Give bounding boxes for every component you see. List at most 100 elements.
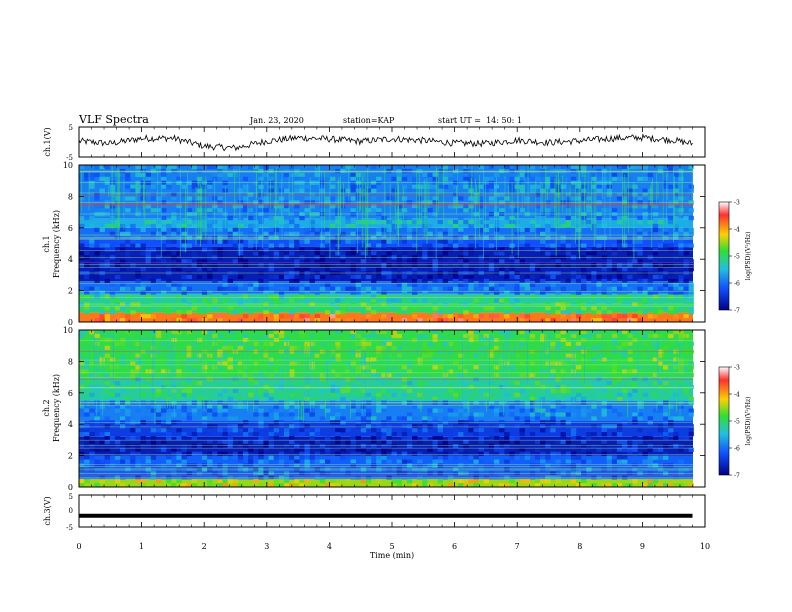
- spectrogram-cell: [335, 353, 341, 358]
- spectrogram-cell: [135, 341, 141, 346]
- spectrogram-cell: [350, 290, 356, 295]
- spectrogram-cell: [381, 369, 387, 374]
- spectrogram-cell: [299, 451, 305, 456]
- spectrogram-cell: [519, 479, 525, 484]
- spectrogram-cell: [463, 176, 469, 181]
- spectrogram-cell: [79, 451, 85, 456]
- spectrogram-cell: [79, 455, 85, 460]
- spectrogram-cell: [509, 365, 515, 370]
- spectrogram-cell: [673, 369, 679, 374]
- spectrogram-cell: [309, 192, 315, 197]
- spectrogram-cell: [79, 483, 85, 488]
- spectrogram-cell: [427, 251, 433, 256]
- spectrogram-cell: [84, 216, 90, 221]
- spectrogram-cell: [370, 373, 377, 378]
- spectrogram-cell: [427, 223, 433, 229]
- spectrogram-cell: [493, 412, 500, 417]
- spectrogram-cell: [493, 251, 500, 256]
- spectrogram-cell: [258, 467, 264, 472]
- spectrogram-cell: [540, 318, 546, 323]
- spectrogram-cell: [191, 223, 198, 229]
- spectrogram-cell: [160, 341, 167, 346]
- ch3-waveform-ylabel: ch.3(V): [43, 496, 52, 525]
- spectrogram-cell: [514, 447, 520, 452]
- spectrogram-cell: [176, 282, 182, 287]
- spectrogram-cell: [171, 227, 177, 233]
- spectrogram-cell: [668, 247, 674, 252]
- spectrogram-cell: [642, 353, 648, 358]
- spectrogram-cell: [411, 204, 418, 209]
- spectrogram-cell: [222, 483, 228, 488]
- spectrogram-cell: [534, 192, 541, 197]
- spectrogram-cell: [201, 290, 208, 295]
- ch3-ytick-top: 5: [69, 493, 73, 501]
- spectrogram-cell: [673, 483, 679, 488]
- spectrogram-cell: [191, 479, 198, 484]
- spectrogram-cell: [109, 290, 116, 295]
- spectrogram-cell: [473, 455, 479, 460]
- spectrogram-cell: [309, 408, 315, 413]
- spectrogram-cell: [268, 290, 274, 295]
- spectrogram-cell: [632, 388, 638, 394]
- spectrogram-cell: [647, 365, 654, 370]
- spectrogram-cell: [222, 306, 228, 311]
- spectrogram-cell: [596, 180, 602, 185]
- spectrogram-cell: [181, 467, 187, 472]
- spectrogram-cell: [642, 333, 648, 339]
- spectrogram-cell: [606, 447, 613, 452]
- spectrogram-cell: [150, 231, 157, 236]
- spectrogram-cell: [340, 388, 346, 394]
- spectrogram-cell: [668, 216, 674, 221]
- spectrogram-cell: [524, 404, 531, 409]
- spectrogram-cell: [488, 263, 495, 268]
- spectrogram-cell: [591, 263, 597, 268]
- spectrogram-cell: [411, 416, 418, 421]
- spectrogram-cell: [360, 416, 367, 421]
- spectrogram-cell: [575, 455, 582, 460]
- spectrogram-cell: [422, 298, 428, 303]
- spectrogram-cell: [622, 455, 628, 460]
- spectrogram-cell: [104, 447, 111, 452]
- spectrogram-cell: [606, 274, 613, 280]
- spectrogram-cell: [642, 435, 648, 441]
- spectrogram-cell: [171, 447, 177, 452]
- freq-tick-label: 0: [68, 483, 73, 492]
- spectrogram-cell: [84, 361, 90, 366]
- spectrogram-cell: [222, 404, 228, 409]
- spectrogram-cell: [442, 180, 449, 185]
- spectrogram-cell: [278, 412, 285, 417]
- spectrogram-cell: [114, 274, 121, 280]
- spectrogram-cell: [278, 235, 285, 240]
- spectrogram-cell: [570, 216, 577, 221]
- spectrogram-cell: [314, 432, 321, 437]
- spectrogram-cell: [345, 204, 351, 209]
- spectrogram-cell: [401, 208, 408, 213]
- spectrogram-cell: [227, 428, 233, 433]
- spectrogram-cell: [217, 196, 223, 201]
- spectrogram-cell: [678, 208, 684, 213]
- spectrogram-cell: [386, 306, 392, 311]
- spectrogram-cell: [678, 435, 684, 441]
- spectrogram-cell: [529, 392, 536, 398]
- spectrogram-cell: [150, 381, 157, 386]
- spectrogram-cell: [365, 219, 372, 225]
- spectrogram-cell: [478, 451, 484, 456]
- spectrogram-cell: [560, 223, 566, 229]
- spectrogram-cell: [652, 180, 659, 185]
- spectrogram-cell: [632, 369, 638, 374]
- spectrogram-cell: [294, 204, 300, 209]
- spectrogram-cell: [119, 357, 126, 362]
- spectrogram-cell: [278, 392, 285, 398]
- spectrogram-cell: [565, 204, 572, 209]
- spectrogram-cell: [662, 176, 669, 181]
- spectrogram-cell: [268, 298, 274, 303]
- spectrogram-cell: [570, 302, 577, 307]
- spectrogram-cell: [468, 223, 474, 229]
- spectrogram-cell: [186, 235, 193, 240]
- spectrogram-cell: [683, 216, 689, 221]
- spectrogram-cell: [273, 274, 280, 280]
- spectrogram-cell: [314, 349, 321, 354]
- spectrogram-cell: [242, 443, 249, 449]
- spectrogram-cell: [452, 204, 459, 209]
